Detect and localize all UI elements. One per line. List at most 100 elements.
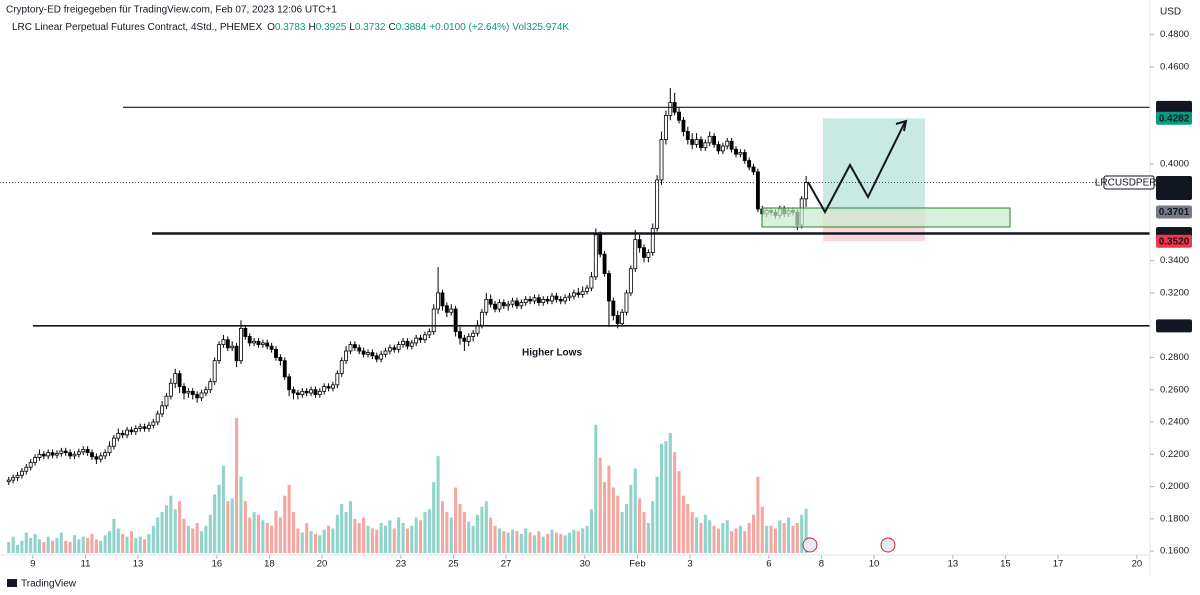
volume-bar: [475, 514, 480, 553]
volume-bar: [611, 487, 615, 553]
candle-body: [707, 135, 712, 144]
volume-bar: [129, 531, 133, 553]
volume-bar: [620, 512, 624, 553]
candle-body: [523, 298, 528, 303]
volume-bar: [725, 520, 729, 553]
volume-bar: [489, 517, 493, 553]
candle-body: [344, 350, 349, 362]
candle-body: [379, 353, 384, 360]
candle-body: [186, 390, 191, 394]
candle-body: [593, 234, 598, 278]
volume-bar: [64, 540, 68, 553]
volume-bar: [765, 525, 769, 553]
volume-bar: [37, 539, 41, 553]
last-price-label: 0.3884: [1159, 178, 1190, 189]
volume-bar: [440, 501, 445, 553]
candle-body: [405, 340, 410, 347]
volume-bar: [156, 517, 160, 553]
candle-body: [282, 360, 287, 378]
volume-bar: [467, 521, 471, 553]
volume-bar: [747, 523, 751, 553]
volume-bar: [344, 512, 348, 553]
demand-zone: [761, 207, 1011, 228]
volume-bar: [659, 443, 664, 553]
volume-bar: [664, 441, 668, 553]
x-tick-label: 13: [133, 559, 144, 570]
candle-body: [287, 376, 292, 391]
candle-body: [655, 179, 660, 229]
volume-bar: [405, 528, 409, 553]
candle-body: [190, 390, 195, 395]
author-line: Cryptory-ED freigegeben für TradingView.…: [6, 5, 337, 16]
candle-body: [414, 337, 419, 344]
candle-body: [585, 287, 589, 292]
volume-bar: [651, 501, 655, 553]
candle-body: [46, 452, 51, 457]
volume-bar: [743, 531, 747, 553]
volume-bar: [730, 531, 734, 553]
price-badge-label: 0.4282: [1159, 113, 1190, 124]
y-tick-label: 0.3200: [1160, 287, 1189, 298]
volume-bar: [103, 535, 107, 553]
candle-body: [81, 449, 86, 453]
candle-body: [506, 303, 511, 307]
volume-bar: [804, 508, 808, 553]
price-badge: [1156, 234, 1192, 248]
volume-bar: [589, 509, 593, 553]
volume-bar: [638, 498, 642, 553]
volume-bar: [55, 538, 59, 553]
price-badge: [1156, 111, 1192, 125]
candle-body: [409, 342, 414, 347]
volume-bar: [633, 468, 637, 553]
candle-body: [85, 449, 90, 454]
candle-body: [348, 344, 353, 352]
volume-bar: [296, 528, 300, 553]
candle-body: [427, 331, 432, 336]
candle-body: [326, 386, 331, 389]
y-tick-label: 0.2400: [1160, 417, 1189, 428]
x-tick-label: 3: [687, 559, 692, 570]
candle-body: [804, 182, 809, 200]
volume-bar: [379, 523, 383, 553]
candle-body: [642, 247, 646, 258]
volume-bar: [546, 533, 550, 553]
candle-body: [41, 453, 46, 457]
volume-bar: [94, 539, 98, 553]
volume-bar: [686, 503, 690, 553]
event-icon[interactable]: [802, 537, 818, 553]
candle-body: [138, 426, 143, 429]
price-axis: 0.4800 0.4600 0.4000 0.3400 0.3200 0.2800 0.26…: [30, 29, 1189, 569]
volume-bar: [29, 538, 33, 553]
volume-bar: [252, 512, 256, 553]
volume-bar: [291, 512, 296, 553]
volume-bar: [392, 528, 396, 553]
volume-bar: [217, 484, 221, 553]
volume-bar: [186, 525, 190, 553]
candle-body: [484, 298, 489, 313]
candle-body: [738, 152, 743, 155]
volume-bar: [778, 520, 782, 553]
volume-bar: [59, 532, 63, 553]
volume-bar: [24, 532, 28, 553]
volume-bar: [471, 525, 475, 553]
volume-bar: [550, 529, 554, 553]
volume-bar: [305, 523, 309, 553]
volume-bar: [151, 525, 155, 553]
candle-body: [431, 308, 436, 333]
candle-body: [335, 373, 340, 386]
candle-body: [558, 298, 563, 302]
candle-body: [37, 453, 42, 458]
candle-body: [734, 148, 738, 155]
volume-bar: [182, 518, 186, 553]
volume-bar: [169, 495, 173, 553]
event-icon[interactable]: [880, 537, 896, 553]
x-tick-label: 23: [396, 559, 407, 570]
volume-bar: [143, 539, 147, 553]
candle-body: [217, 344, 221, 362]
candle-body: [76, 451, 81, 455]
candle-body: [295, 392, 300, 395]
volume-bar: [721, 523, 725, 553]
candle-body: [519, 302, 524, 307]
candle-body: [690, 139, 695, 145]
volume-bar: [537, 531, 541, 553]
